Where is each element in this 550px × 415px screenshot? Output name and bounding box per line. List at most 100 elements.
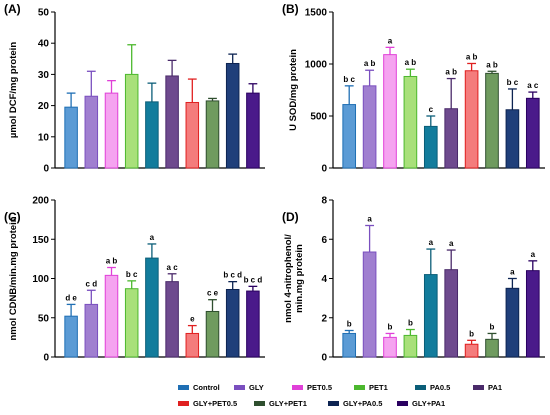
y-tick-label: 0 xyxy=(43,164,49,175)
significance-label: b c xyxy=(507,78,519,87)
significance-label: a xyxy=(531,250,536,259)
y-tick-label: 50 xyxy=(38,313,50,324)
bar-pa1 xyxy=(165,281,179,358)
significance-label: b xyxy=(469,329,474,338)
bar-gly-pa1 xyxy=(246,290,260,358)
significance-label: c e xyxy=(207,289,219,298)
bar-pet1 xyxy=(403,334,418,358)
bar-pa1 xyxy=(165,75,179,169)
y-tick-label: 8 xyxy=(321,196,327,207)
bar-control xyxy=(342,104,357,169)
y-tick-label: 6 xyxy=(321,235,327,246)
bar-control xyxy=(64,315,78,358)
panel-b: 0 500 1000 1500 (B) U SOD/mg protein b c a b a a … xyxy=(282,2,545,175)
y-tick-label: 150 xyxy=(32,235,49,246)
bar-pet1 xyxy=(124,288,139,358)
bar-control xyxy=(342,332,357,358)
y-tick-label: 100 xyxy=(32,274,49,285)
panel-label: (D) xyxy=(282,210,299,224)
bar-pet0-5 xyxy=(383,54,397,169)
significance-label: b c d xyxy=(244,275,263,284)
significance-label: d e xyxy=(65,293,77,302)
significance-label: a c xyxy=(527,81,539,90)
significance-label: b c d xyxy=(223,271,242,280)
y-tick-label: 0 xyxy=(43,353,49,364)
panel-d: 0 2 4 6 8 (D) nmol 4-nitrophenol/min.mg protei… xyxy=(282,196,545,364)
significance-label: a b xyxy=(405,58,417,67)
bar-gly-pa1 xyxy=(525,97,540,169)
y-tick-label: 0 xyxy=(321,164,327,175)
bar-pa1 xyxy=(444,269,459,358)
y-tick-label: 20 xyxy=(38,101,50,112)
bar-gly-pa1 xyxy=(525,270,540,358)
y-tick-label: 40 xyxy=(38,39,50,50)
significance-label: a xyxy=(367,215,372,224)
significance-label: b xyxy=(347,320,352,329)
bar-gly xyxy=(362,251,377,358)
bar-pet1 xyxy=(124,73,139,169)
bar-pet1 xyxy=(403,75,418,169)
significance-label: a c xyxy=(167,263,179,272)
bar-gly-pa0-5 xyxy=(225,62,240,169)
y-axis-label: nmol CDNB/min.mg protein xyxy=(8,216,19,340)
y-tick-label: 200 xyxy=(32,196,49,207)
bar-pet0-5 xyxy=(104,92,119,169)
y-tick-label: 0 xyxy=(321,353,327,364)
bar-gly xyxy=(84,303,99,358)
significance-label: a xyxy=(388,36,393,45)
bar-gly xyxy=(84,95,99,169)
bar-pet0-5 xyxy=(104,274,119,358)
significance-label: b xyxy=(388,322,393,331)
significance-label: c d xyxy=(86,279,98,288)
y-tick-label: 2 xyxy=(321,313,327,324)
significance-label: e xyxy=(190,315,195,324)
panel-c: 0 50 100 150 200 (C)nmol CDNB/min.mg protein d… xyxy=(4,196,265,364)
significance-label: a b xyxy=(466,52,478,61)
significance-label: a xyxy=(510,268,515,277)
y-tick-label: 500 xyxy=(310,112,327,123)
panel-label: (B) xyxy=(282,2,299,16)
bar-pa0-5 xyxy=(423,125,438,169)
bar-gly xyxy=(362,85,377,169)
significance-label: a b xyxy=(486,60,498,69)
panel-a: 0 10 20 30 40 50 (A) µmol DCF/mg protein xyxy=(4,2,265,175)
bar-gly-pa0-5 xyxy=(505,109,520,169)
bar-pet0-5 xyxy=(383,336,397,358)
bar-gly-pa0-5 xyxy=(225,288,240,358)
significance-label: a xyxy=(150,233,155,242)
significance-label: a xyxy=(429,238,434,247)
y-tick-label: 1500 xyxy=(305,8,328,19)
significance-label: a b xyxy=(364,59,376,68)
bar-gly-pet1 xyxy=(205,310,220,358)
bar-gly-pa0-5 xyxy=(505,287,520,358)
significance-label: a b xyxy=(106,257,118,266)
panel-label: (C) xyxy=(4,210,21,224)
y-tick-label: 10 xyxy=(38,132,50,143)
significance-label: b xyxy=(408,319,413,328)
bar-pa0-5 xyxy=(145,101,159,169)
y-tick-label: 1000 xyxy=(305,60,328,71)
bar-gly-pa1 xyxy=(246,92,260,169)
bar-control xyxy=(64,106,78,169)
y-tick-label: 4 xyxy=(321,274,327,285)
y-tick-label: 50 xyxy=(38,8,50,19)
bar-gly-pet0-5 xyxy=(464,343,479,358)
bar-gly-pet0-5 xyxy=(464,70,479,169)
significance-label: a b xyxy=(445,68,457,77)
bar-gly-pet1 xyxy=(485,72,499,169)
bar-pa0-5 xyxy=(423,274,438,358)
bar-pa1 xyxy=(444,108,459,169)
bar-gly-pet0-5 xyxy=(185,332,200,358)
significance-label: b xyxy=(490,322,495,331)
bar-pa0-5 xyxy=(145,257,159,358)
significance-label: b c xyxy=(126,270,138,279)
y-tick-label: 30 xyxy=(38,70,50,81)
significance-label: a xyxy=(449,239,454,248)
significance-label: b c xyxy=(343,75,355,84)
panel-label: (A) xyxy=(4,2,21,16)
bar-gly-pet0-5 xyxy=(185,101,200,169)
y-axis-label: µmol DCF/mg protein xyxy=(8,42,19,138)
bar-gly-pet1 xyxy=(205,100,220,169)
bar-gly-pet1 xyxy=(485,338,499,358)
